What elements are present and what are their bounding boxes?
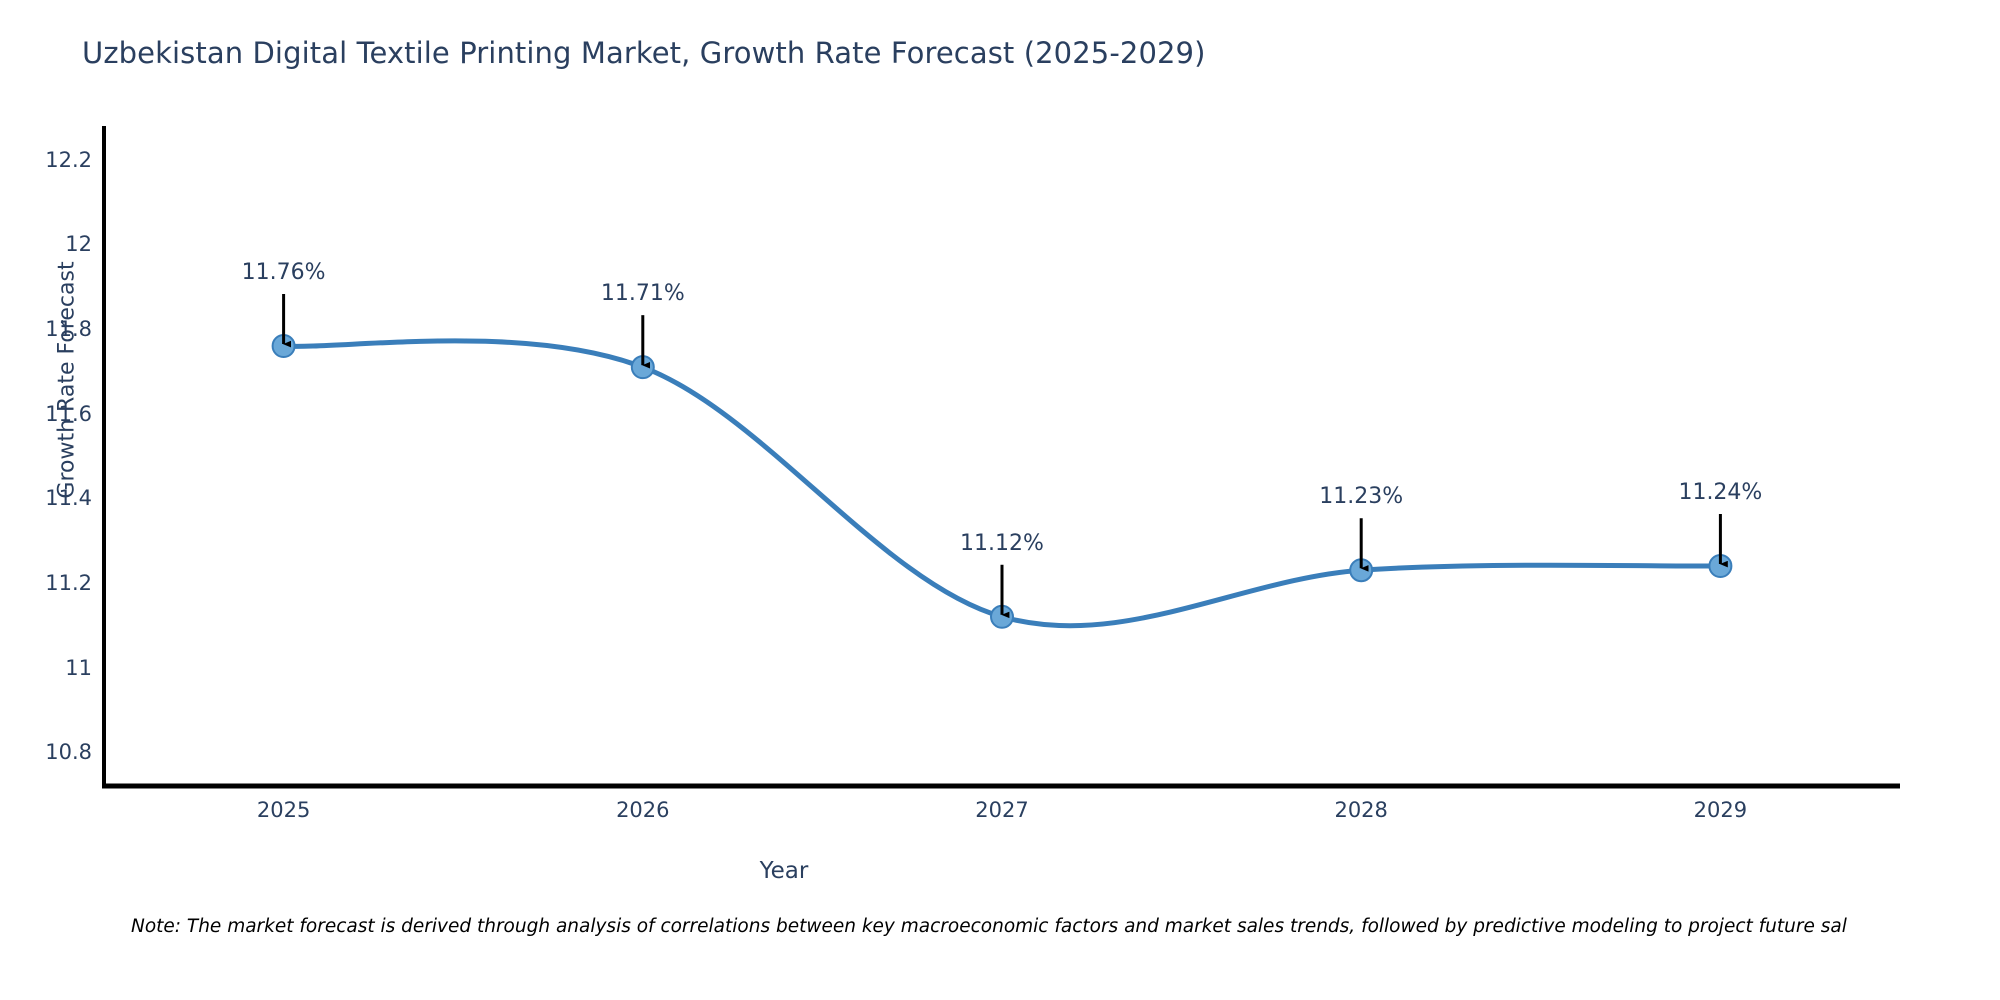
x-axis-tick-label: 2029 [1693, 798, 1748, 822]
y-axis-tick-label: 12.2 [45, 147, 92, 172]
x-axis-tick-label: 2025 [256, 798, 311, 822]
y-axis-tick-label: 11 [65, 655, 92, 680]
y-axis-tick-label: 12 [65, 232, 92, 257]
y-axis-tick-label: 11.8 [45, 317, 92, 342]
data-point-label: 11.71% [600, 281, 685, 307]
data-point-label: 11.24% [1678, 480, 1763, 505]
chart-title: Uzbekistan Digital Textile Printing Mark… [82, 36, 1206, 70]
x-axis-title: Year [759, 858, 809, 884]
data-point-label: 11.76% [241, 260, 326, 285]
y-axis-tick-label: 11.6 [45, 401, 92, 426]
y-axis-tick-labels: 12.2 12 11.8 11.6 11.4 11.2 11 10.8 [0, 0, 92, 1000]
data-point-label: 11.12% [960, 530, 1044, 556]
annotation-arrows [282, 294, 1728, 619]
y-axis-tick-label: 11.4 [45, 486, 92, 511]
x-axis-tick-label: 2026 [616, 798, 670, 822]
axis-lines [102, 126, 1900, 789]
x-axis-tick-label: 2027 [975, 798, 1029, 822]
data-point-label: 11.23% [1319, 484, 1404, 510]
x-axis-tick-label: 2028 [1334, 798, 1388, 822]
y-axis-tick-label: 11.2 [45, 570, 92, 595]
y-axis-tick-label: 10.8 [45, 740, 92, 765]
footnote: Note: The market forecast is derived thr… [131, 916, 1847, 937]
